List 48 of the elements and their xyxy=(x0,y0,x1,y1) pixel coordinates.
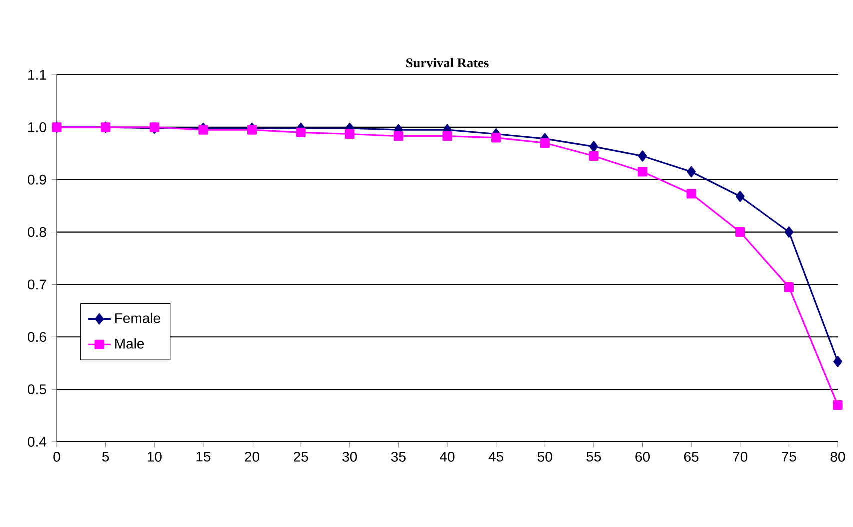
x-tick-label: 30 xyxy=(342,452,358,462)
x-tick-label: 25 xyxy=(294,452,308,462)
x-tick-label: 60 xyxy=(636,452,650,462)
x-tick-label: 15 xyxy=(196,452,211,462)
x-tick-label: 70 xyxy=(733,452,748,462)
x-tick-label: 55 xyxy=(586,452,602,462)
point xyxy=(296,128,306,138)
x-tick-label: 5 xyxy=(102,452,110,462)
y-tick-label: 0.6 xyxy=(28,332,46,342)
x-tick-label: 80 xyxy=(830,452,846,462)
legend-label: Male xyxy=(116,338,144,349)
point xyxy=(590,141,598,152)
point xyxy=(394,132,404,142)
point xyxy=(687,166,696,178)
x-tick-label: 20 xyxy=(245,452,260,462)
point xyxy=(833,400,843,410)
y-tick-label: 1.1 xyxy=(28,70,46,80)
y-tick-label: 0.4 xyxy=(28,437,47,447)
point xyxy=(638,167,648,177)
point xyxy=(247,125,258,135)
point xyxy=(638,150,648,162)
point xyxy=(442,132,452,142)
point xyxy=(784,282,794,292)
point xyxy=(540,138,550,148)
point xyxy=(686,189,696,199)
point xyxy=(198,125,208,135)
y-tick-label: 0.8 xyxy=(28,227,46,238)
x-tick-label: 50 xyxy=(538,452,552,462)
point xyxy=(784,226,794,238)
x-tick-label: 10 xyxy=(148,452,162,462)
point xyxy=(834,356,842,368)
x-tick-label: 75 xyxy=(782,452,796,462)
y-tick-label: 0.5 xyxy=(28,384,46,395)
x-tick-label: 35 xyxy=(391,452,406,462)
point xyxy=(736,191,745,202)
point xyxy=(345,129,355,140)
chart-title: Survival Rates xyxy=(406,58,489,68)
x-tick-label: 65 xyxy=(684,452,699,462)
y-tick-label: 1.0 xyxy=(28,122,46,132)
legend-label: Female xyxy=(116,313,160,324)
x-tick-label: 45 xyxy=(488,452,504,462)
point xyxy=(736,227,746,238)
x-tick-label: 0 xyxy=(54,452,60,462)
y-tick-label: 0.9 xyxy=(28,174,46,185)
y-tick-label: 0.7 xyxy=(28,280,46,290)
point xyxy=(492,133,502,143)
point xyxy=(589,151,599,162)
x-tick-label: 40 xyxy=(440,452,455,462)
